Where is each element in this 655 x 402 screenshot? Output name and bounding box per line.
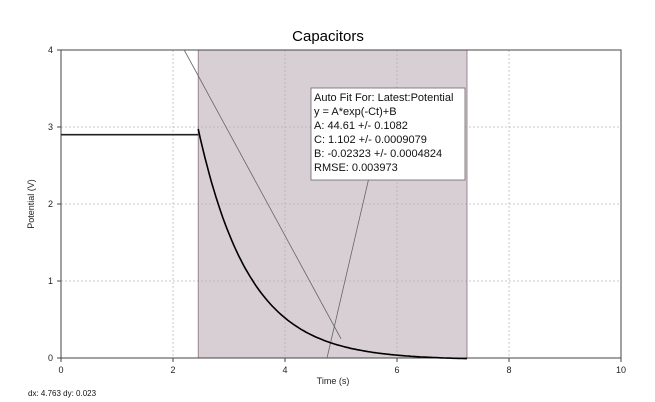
x-tick-label-3: 6 — [394, 365, 399, 375]
fit-line-4: B: -0.02323 +/- 0.0004824 — [314, 148, 442, 160]
data-series — [61, 128, 467, 360]
tangent-line-1 — [326, 165, 373, 359]
x-tick-label-1: 2 — [170, 365, 175, 375]
y-tick-label-1: 1 — [48, 276, 53, 286]
fit-line-1: y = A*exp(-Ct)+B — [314, 106, 397, 118]
fit-line-0: Auto Fit For: Latest:Potential — [314, 92, 453, 104]
fit-curve — [197, 128, 467, 360]
fit-line-3: C: 1.102 +/- 0.0009079 — [314, 134, 427, 146]
y-tick-label-4: 4 — [48, 45, 53, 55]
tangent-line-0 — [183, 49, 342, 339]
y-tick-label-2: 2 — [48, 199, 53, 209]
axes — [57, 49, 622, 362]
tick-labels: 0 2 4 6 8 10 0 1 2 3 4 — [48, 45, 626, 375]
y-tick-label-0: 0 — [48, 353, 53, 363]
fit-info-box[interactable]: Auto Fit For: Latest:Potential y = A*exp(… — [310, 87, 466, 181]
fit-line-2: A: 44.61 +/- 0.1082 — [314, 120, 408, 132]
x-tick-label-0: 0 — [58, 365, 63, 375]
x-tick-label-2: 4 — [282, 365, 287, 375]
status-readout: dx: 4.763 dy: 0.023 — [28, 389, 97, 398]
x-axis-label: Time (s) — [317, 376, 350, 386]
y-axis-label: Potential (V) — [26, 179, 36, 229]
chart-title: Capacitors — [292, 28, 364, 45]
x-tick-label-4: 8 — [506, 365, 511, 375]
fit-box-bg — [310, 87, 466, 181]
fit-line-5: RMSE: 0.003973 — [314, 162, 398, 174]
x-tick-label-5: 10 — [616, 365, 626, 375]
y-tick-label-3: 3 — [48, 122, 53, 132]
annotation-lines — [183, 49, 373, 359]
